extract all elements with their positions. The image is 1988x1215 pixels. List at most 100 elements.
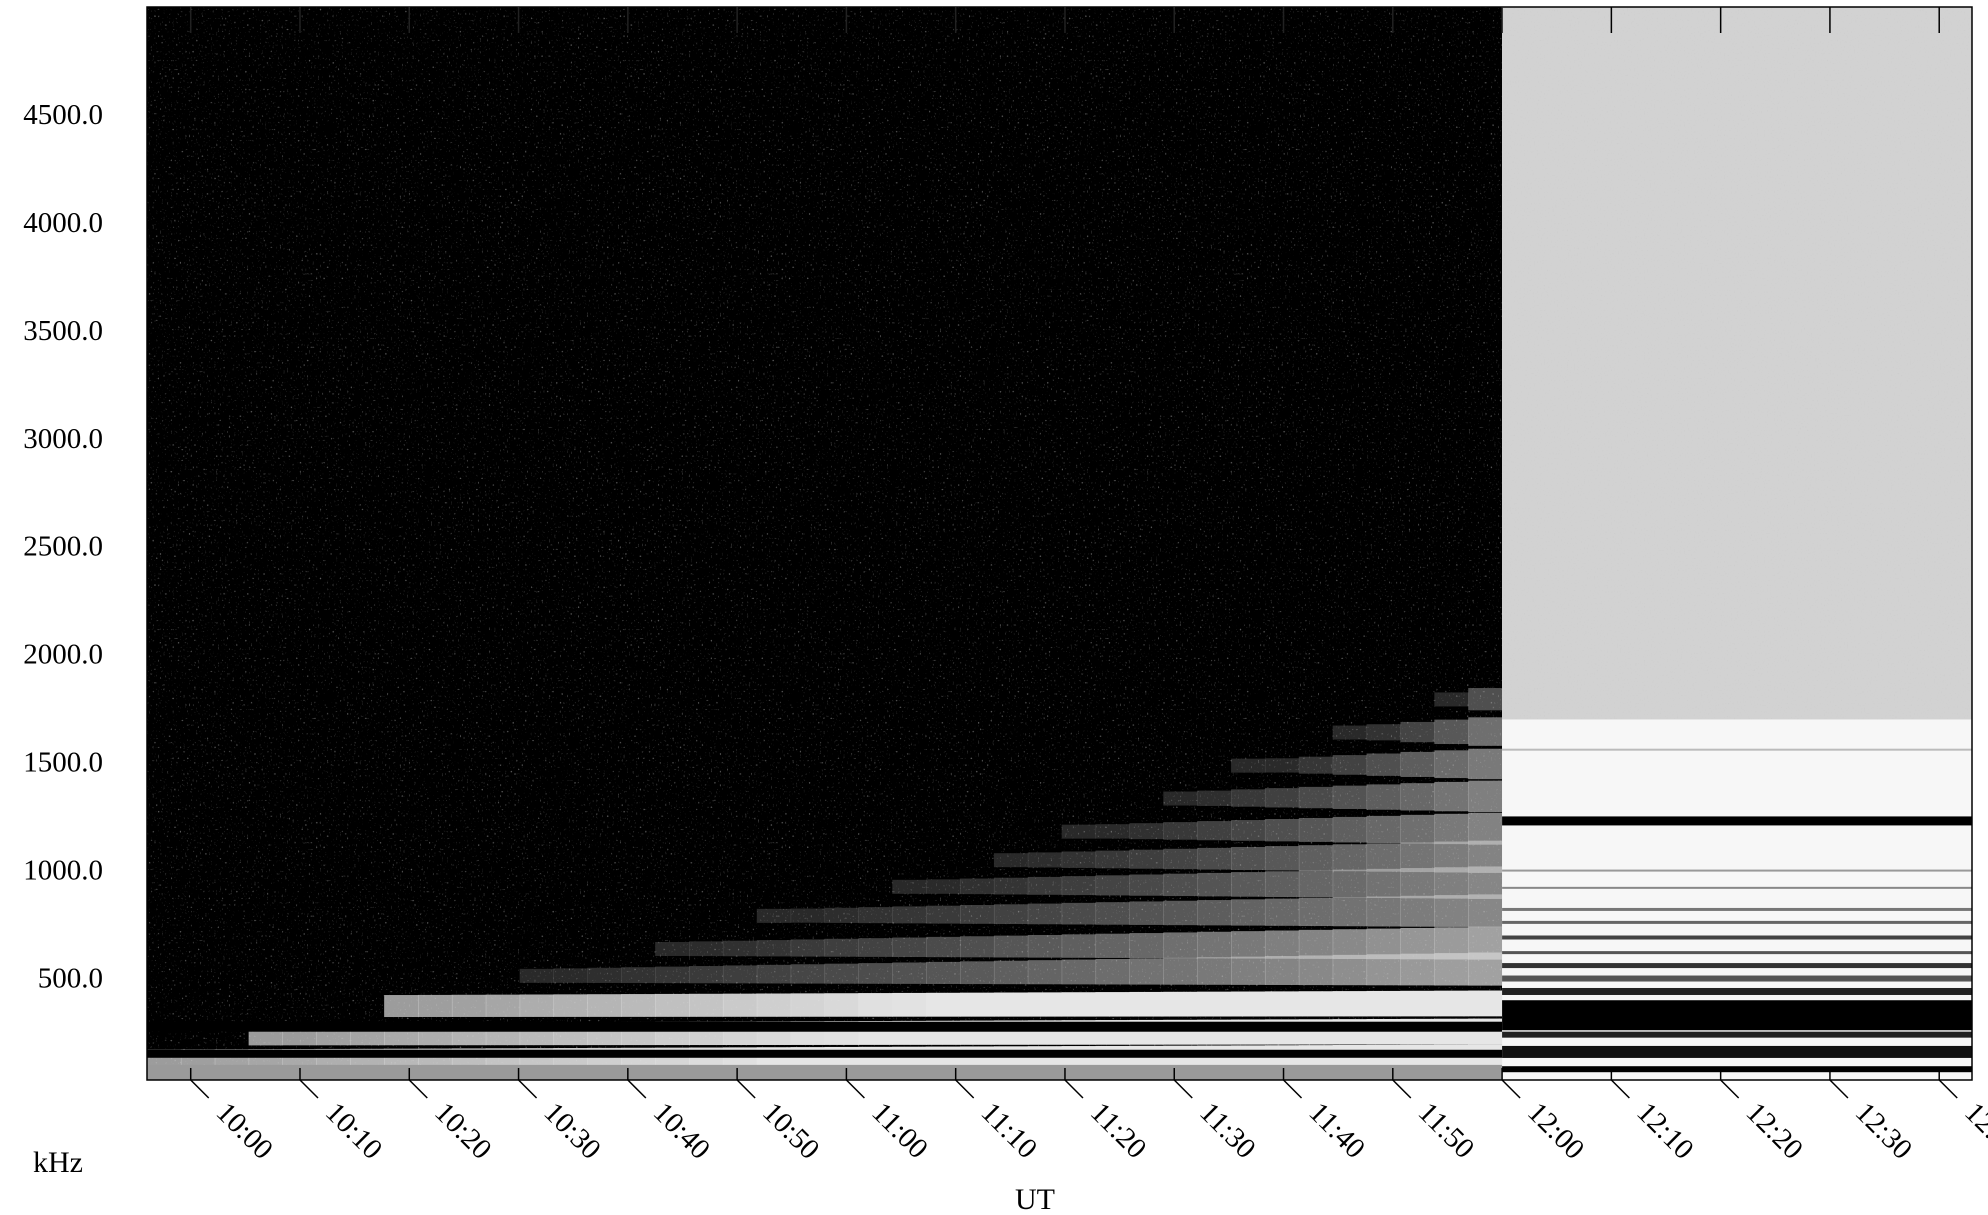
emission-band-cell — [722, 940, 758, 957]
emission-band-cell — [1434, 990, 1469, 1017]
emission-band-cell — [1129, 901, 1164, 925]
emission-band-cell — [1298, 897, 1334, 927]
emission-band-cell — [485, 994, 521, 1017]
absorption-band — [1502, 920, 1972, 924]
emission-band-cell — [858, 907, 893, 924]
emission-band-cell — [1264, 991, 1300, 1017]
emission-band-cell — [1129, 958, 1164, 985]
emission-band-cell — [756, 993, 792, 1017]
y-tick-label: 2000.0 — [23, 639, 103, 671]
emission-band-cell — [1332, 755, 1368, 775]
emission-band-cell — [1061, 876, 1097, 896]
emission-band-cell — [1468, 717, 1503, 746]
emission-band-cell — [1197, 821, 1232, 841]
low-frequency-strip — [147, 1064, 1503, 1080]
emission-band-cell — [1264, 758, 1300, 773]
x-tick-leader — [190, 1079, 210, 1099]
absorption-band — [1502, 951, 1972, 955]
plot-area — [147, 7, 1972, 1080]
emission-band-cell — [993, 935, 1029, 958]
y-axis-label: kHz — [33, 1146, 83, 1179]
emission-band-cell — [1027, 852, 1063, 868]
emission-band-cell — [1298, 817, 1334, 842]
emission-band-cell — [1400, 783, 1435, 811]
emission-band-cell — [858, 963, 893, 984]
emission-band-cell — [1061, 824, 1097, 839]
emission-band-cell — [790, 964, 826, 984]
y-tick-label: 500.0 — [38, 963, 103, 995]
emission-band-cell — [1129, 823, 1164, 840]
emission-band-cell — [1298, 991, 1334, 1017]
absorption-band — [1502, 987, 1972, 995]
emission-band-cell — [1027, 876, 1063, 895]
dark-gap — [147, 1049, 1503, 1058]
emission-band-cell — [1366, 928, 1401, 960]
y-tick-label: 2500.0 — [23, 531, 103, 563]
emission-band-cell — [790, 939, 826, 957]
emission-band-cell — [1298, 845, 1334, 871]
emission-band-cell — [756, 908, 792, 923]
emission-band-cell — [1197, 900, 1232, 926]
x-tick-label: 11:20 — [1084, 1096, 1153, 1165]
absorption-band — [1502, 1000, 1972, 1031]
plot-frame — [146, 6, 1973, 1081]
emission-band-cell — [1366, 896, 1401, 927]
emission-band-cell — [926, 992, 961, 1017]
emission-band-cell — [1366, 990, 1401, 1017]
emission-band-cell — [1095, 850, 1130, 869]
y-tick-label: 1500.0 — [23, 747, 103, 779]
emission-band-cell — [926, 936, 961, 958]
emission-band-cell — [756, 940, 792, 957]
emission-band-cell — [892, 879, 927, 894]
emission-band-cell — [858, 938, 893, 957]
emission-band-cell — [1027, 992, 1063, 1017]
emission-band-cell — [1366, 815, 1401, 844]
x-tick-label: 12:10 — [1630, 1096, 1699, 1165]
emission-band-cell — [1231, 820, 1266, 841]
emission-band-cell — [1298, 955, 1334, 986]
emission-band-cell — [621, 994, 656, 1017]
emission-band-cell — [1468, 688, 1503, 711]
emission-band-cell — [1095, 902, 1130, 925]
emission-band-cell — [1231, 758, 1266, 773]
emission-band-cell — [756, 964, 792, 984]
absorption-band — [1502, 963, 1972, 969]
emission-band-cell — [1366, 784, 1401, 810]
emission-band-cell — [1264, 871, 1300, 898]
emission-band-cell — [1400, 990, 1435, 1017]
emission-band-cell — [1434, 692, 1469, 707]
emission-band-cell — [1400, 721, 1435, 743]
x-tick-leader — [736, 1079, 756, 1099]
emission-band-cell — [1095, 875, 1130, 896]
emission-band-cell — [1061, 934, 1097, 958]
emission-band-cell — [1197, 790, 1232, 806]
emission-band-cell — [993, 877, 1029, 895]
emission-band-cell — [1231, 956, 1266, 985]
absorption-band — [1502, 975, 1972, 982]
emission-band-cell — [960, 904, 995, 924]
x-tick-leader — [1610, 1079, 1630, 1099]
emission-band-cell — [1332, 897, 1368, 927]
emission-band-cell — [1366, 868, 1401, 898]
x-tick-label: 10:40 — [647, 1096, 716, 1165]
x-tick-label: 11:00 — [865, 1096, 934, 1165]
emission-band-cell — [960, 961, 995, 985]
emission-band-cell — [1468, 748, 1503, 780]
emission-band-cell — [892, 962, 927, 984]
emission-band-cell — [1231, 789, 1266, 807]
absorption-band — [1502, 1066, 1972, 1073]
x-tick-label: 12:40 — [1958, 1096, 1988, 1165]
absorption-band — [1502, 816, 1972, 826]
emission-band-cell — [1434, 813, 1469, 845]
x-tick-label: 10:10 — [319, 1096, 388, 1165]
emission-band-cell — [790, 908, 826, 923]
emission-band-cell — [824, 938, 859, 957]
emission-band-cell — [1264, 898, 1300, 926]
emission-band-cell — [1332, 869, 1368, 898]
emission-band-cell — [1129, 933, 1164, 959]
emission-band-cell — [1434, 895, 1469, 927]
x-tick-leader — [1501, 1079, 1521, 1099]
emission-band-cell — [1366, 954, 1401, 986]
x-tick-label: 11:30 — [1193, 1096, 1262, 1165]
